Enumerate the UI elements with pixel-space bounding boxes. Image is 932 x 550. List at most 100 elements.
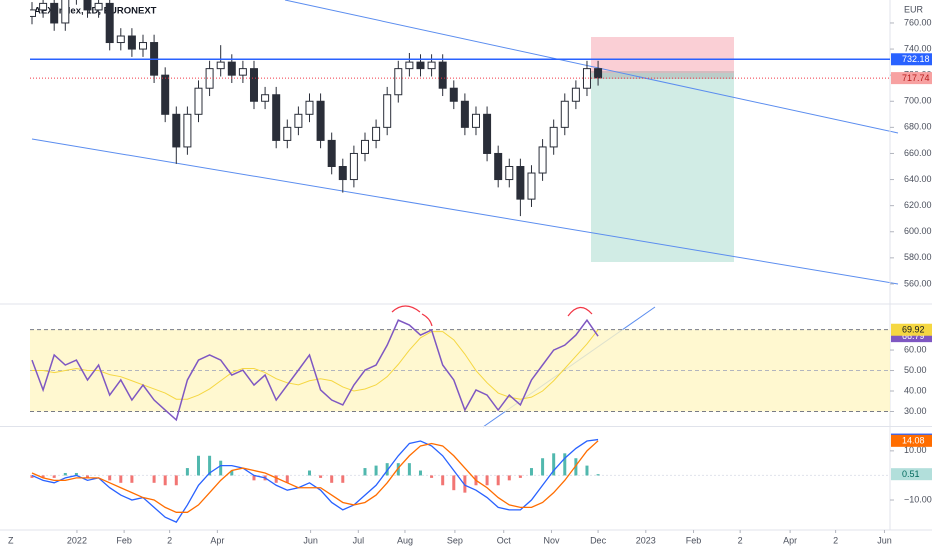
candle-body <box>50 2 59 24</box>
histogram-bar <box>407 463 411 476</box>
y-tick-label: 560.00 <box>904 278 932 288</box>
histogram-bar <box>196 455 200 476</box>
y-tick-label: 60.00 <box>904 344 927 354</box>
histogram-bar <box>274 475 278 483</box>
histogram-bar <box>108 475 112 481</box>
histogram-bar <box>507 475 511 481</box>
candle-body <box>449 87 458 102</box>
price-tag <box>891 468 932 481</box>
price-tag <box>891 434 932 447</box>
unit-label: EUR <box>904 4 924 14</box>
x-tick-label: 2 <box>738 535 743 545</box>
candle-body <box>516 166 525 200</box>
histogram-bar <box>163 475 167 486</box>
candle-body <box>316 100 325 141</box>
candle-body <box>183 113 192 148</box>
candle-body <box>505 166 514 181</box>
chart-title: AEX Index, 1D, EURONEXT <box>34 6 157 17</box>
x-tick-label: Feb <box>116 535 132 545</box>
histogram-bar <box>463 475 467 493</box>
candle-body <box>494 152 503 181</box>
x-tick-label: Sep <box>447 535 463 545</box>
candle-body <box>194 87 203 115</box>
channel-lower <box>31 138 899 285</box>
y-tick-label: 700.00 <box>904 96 932 106</box>
histogram-bar <box>541 458 545 476</box>
series-line <box>31 329 599 400</box>
histogram-bar <box>119 475 123 483</box>
candle-body <box>30 9 36 17</box>
candle-body <box>105 2 114 44</box>
y-tick-label: 760.00 <box>904 17 932 27</box>
price-tag-label: 717.74 <box>902 73 930 83</box>
price-tag-label: 732.18 <box>902 54 930 64</box>
histogram-bar <box>219 460 223 476</box>
candle-body <box>538 146 547 174</box>
histogram-bar <box>63 472 67 476</box>
histogram-bar <box>585 465 589 476</box>
histogram-bar <box>596 474 600 476</box>
histogram-bar <box>385 463 389 476</box>
histogram-bar <box>452 475 456 491</box>
y-tick-label: 50.00 <box>904 365 927 375</box>
y-tick-label: −10.00 <box>904 494 932 504</box>
entry-zone <box>591 71 734 79</box>
x-tick-label: Apr <box>783 535 797 545</box>
candle-body <box>94 2 103 11</box>
candle-body <box>227 61 236 76</box>
candle-body <box>349 152 358 181</box>
candle-body <box>294 113 303 128</box>
histogram-bar <box>441 475 445 486</box>
y-tick-label: 10.00 <box>904 445 927 455</box>
x-tick-label: Apr <box>210 535 224 545</box>
histogram-bar <box>563 453 567 476</box>
y-tick-label: 660.00 <box>904 148 932 158</box>
price-tag <box>891 72 932 85</box>
histogram-bar <box>574 458 578 476</box>
histogram-bar <box>30 475 34 478</box>
histogram-bar <box>418 470 422 476</box>
price-tag-label: 69.92 <box>902 325 925 335</box>
pane <box>30 0 890 217</box>
candle-body <box>560 100 569 128</box>
price-tag-label: 14.08 <box>902 436 925 446</box>
histogram-bar <box>485 475 489 486</box>
series-line <box>31 438 599 523</box>
histogram-bar <box>52 475 56 478</box>
candle-body <box>261 94 270 102</box>
candle-body <box>283 126 292 141</box>
price-tag <box>891 53 932 66</box>
histogram-bar <box>396 463 400 476</box>
x-tick-label: Jun <box>877 535 892 545</box>
candle-body <box>305 100 314 115</box>
histogram-bar <box>152 475 156 483</box>
price-tag-label: 66.79 <box>902 331 925 341</box>
x-tick-label: 2023 <box>636 535 656 545</box>
price-tag-label: 0.51 <box>902 469 920 479</box>
y-tick-label: 620.00 <box>904 200 932 210</box>
histogram-bar <box>130 475 134 483</box>
y-tick-label: 640.00 <box>904 174 932 184</box>
y-tick-label: 40.00 <box>904 385 927 395</box>
x-tick-label: 2022 <box>67 535 87 545</box>
histogram-bar <box>185 468 189 476</box>
candle-body <box>127 35 136 50</box>
histogram-bar <box>285 475 289 483</box>
candle-body <box>272 94 281 141</box>
x-tick-label: Jun <box>303 535 318 545</box>
x-tick-label: Nov <box>543 535 560 545</box>
channel-upper <box>284 0 899 134</box>
histogram-bar <box>529 468 533 476</box>
candle-body <box>83 0 92 11</box>
candle-body <box>471 113 480 128</box>
candle-body <box>438 61 447 89</box>
histogram-bar <box>230 470 234 476</box>
candle-body <box>138 42 147 50</box>
x-tick-label: 2 <box>167 535 172 545</box>
candle-body <box>383 94 392 128</box>
y-tick-label: 740.00 <box>904 43 932 53</box>
candle-body <box>372 126 381 141</box>
histogram-bar <box>496 475 500 486</box>
candle-body <box>116 35 125 44</box>
